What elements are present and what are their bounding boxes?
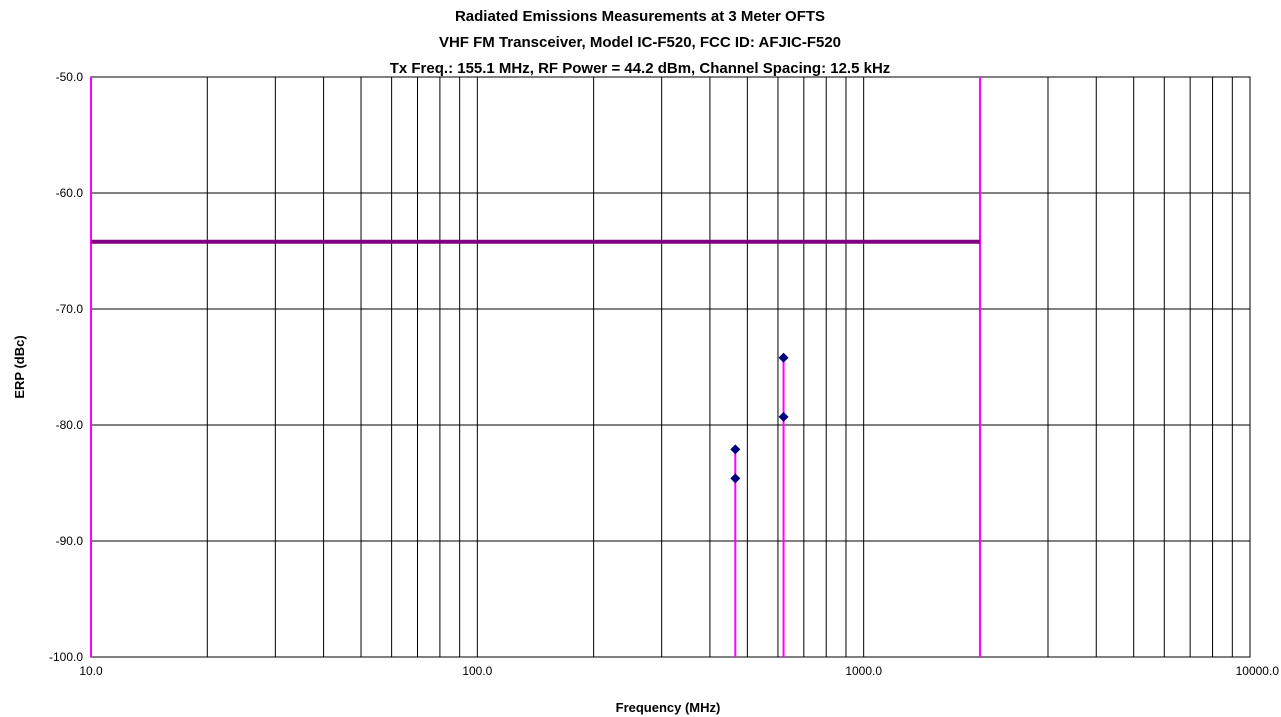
range-markers: [90, 77, 981, 657]
y-tick-label: -100.0: [49, 650, 83, 664]
x-tick-label: 10000.0: [1236, 664, 1280, 678]
data-point: [730, 444, 741, 455]
y-tick-labels: -50.0 -60.0 -70.0 -80.0 -90.0 -100.0: [49, 70, 83, 664]
x-tick-label: 1000.0: [845, 664, 882, 678]
y-tick-label: -80.0: [56, 418, 84, 432]
plot-frame: [90, 76, 1251, 658]
plot-border: [90, 76, 1251, 658]
data-point: [778, 411, 789, 422]
chart-title-line-1: Radiated Emissions Measurements at 3 Met…: [455, 8, 825, 25]
data-points: [730, 352, 789, 484]
x-axis-title: Frequency (MHz): [616, 700, 721, 715]
point-stems: [734, 357, 785, 657]
y-tick-label: -50.0: [56, 70, 84, 84]
y-axis-title: ERP (dBc): [12, 335, 27, 398]
x-tick-label: 100.0: [462, 664, 492, 678]
grid-lines: [91, 77, 1250, 657]
x-tick-labels: 10.0 100.0 1000.0 10000.0: [79, 664, 1279, 678]
y-tick-label: -70.0: [56, 302, 84, 316]
chart-title-line-2: VHF FM Transceiver, Model IC-F520, FCC I…: [439, 34, 841, 51]
chart-title-line-3: Tx Freq.: 155.1 MHz, RF Power = 44.2 dBm…: [390, 60, 891, 77]
data-point: [730, 473, 741, 484]
data-point: [778, 352, 789, 363]
y-tick-label: -90.0: [56, 534, 84, 548]
x-tick-label: 10.0: [79, 664, 103, 678]
y-tick-label: -60.0: [56, 186, 84, 200]
